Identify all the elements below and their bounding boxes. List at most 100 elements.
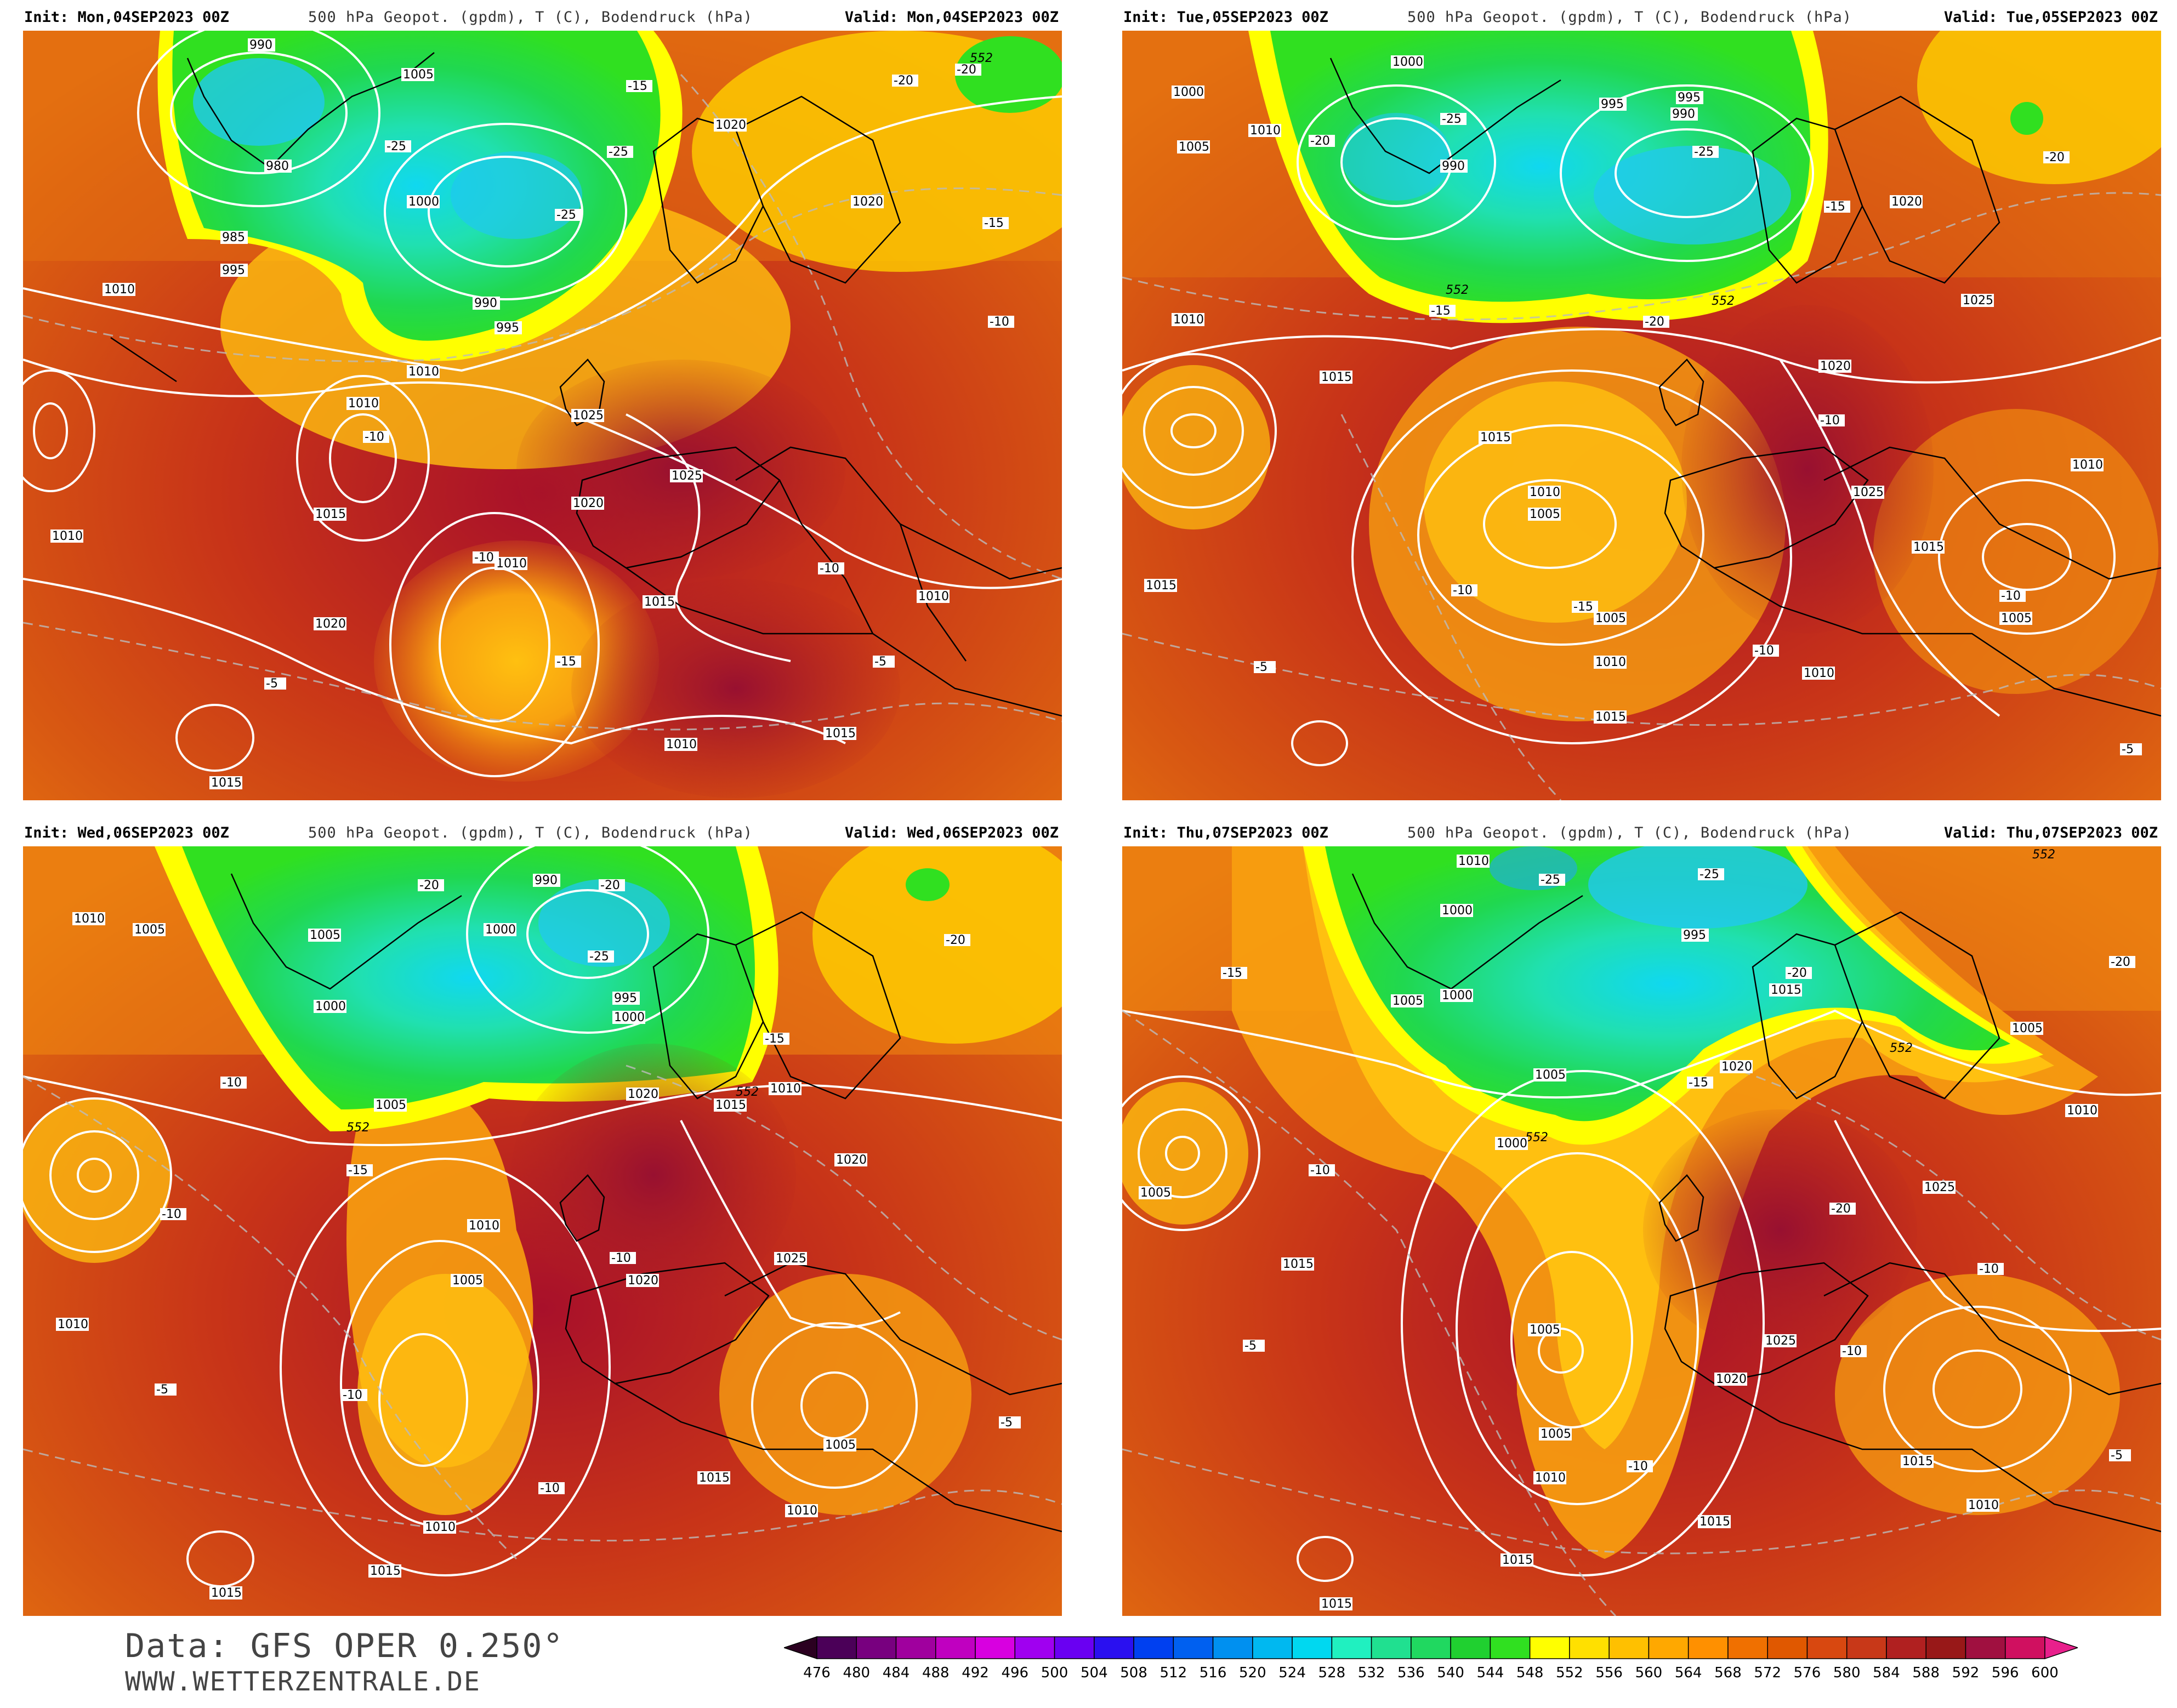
- svg-text:-10: -10: [365, 430, 384, 444]
- svg-text:990: 990: [249, 38, 272, 52]
- svg-text:-10: -10: [1628, 1460, 1648, 1473]
- svg-text:-10: -10: [343, 1388, 362, 1402]
- svg-text:1010: 1010: [787, 1504, 817, 1518]
- svg-text:995: 995: [496, 321, 519, 335]
- svg-text:1010: 1010: [918, 590, 949, 604]
- svg-text:1020: 1020: [1891, 195, 1922, 209]
- weather-map: 552 552 552 995 1000 1000 1000 1005 1005…: [1122, 846, 2161, 1616]
- svg-text:1010: 1010: [469, 1219, 499, 1233]
- svg-text:1010: 1010: [58, 1318, 88, 1331]
- weather-map: 552 552 1000 990 990 995 995 1000 1005 1…: [1122, 31, 2161, 800]
- svg-text:1015: 1015: [1699, 1515, 1730, 1529]
- svg-text:-5: -5: [266, 677, 278, 691]
- svg-text:1010: 1010: [1535, 1471, 1566, 1485]
- svg-text:1015: 1015: [370, 1564, 401, 1578]
- svg-text:-10: -10: [474, 551, 494, 565]
- svg-text:1000: 1000: [1442, 989, 1473, 1003]
- svg-text:1010: 1010: [1968, 1499, 1999, 1512]
- svg-text:1010: 1010: [1804, 667, 1834, 680]
- svg-text:1015: 1015: [825, 727, 856, 741]
- svg-text:1005: 1005: [403, 68, 434, 82]
- svg-text:-25: -25: [1694, 145, 1714, 159]
- colorbar-tick-label: 484: [883, 1665, 910, 1681]
- svg-text:1015: 1015: [211, 776, 242, 790]
- svg-text:552: 552: [736, 1085, 759, 1099]
- colorbar-tick-label: 548: [1516, 1665, 1544, 1681]
- svg-text:552: 552: [1890, 1041, 1913, 1055]
- svg-text:1000: 1000: [1442, 904, 1473, 918]
- svg-text:1010: 1010: [425, 1521, 456, 1534]
- svg-text:1010: 1010: [2067, 1104, 2098, 1118]
- svg-text:552: 552: [2032, 848, 2055, 862]
- colorbar-tick-label: 540: [1437, 1665, 1464, 1681]
- panel-header: Init: Thu,07SEP2023 00Z 500 hPa Geopot. …: [1122, 821, 2161, 846]
- svg-text:1005: 1005: [2012, 1022, 2043, 1035]
- colorbar-tick-label: 480: [843, 1665, 870, 1681]
- svg-text:-10: -10: [1754, 644, 1774, 658]
- svg-text:1020: 1020: [836, 1153, 867, 1167]
- svg-text:-10: -10: [990, 315, 1009, 329]
- svg-text:-10: -10: [540, 1482, 560, 1495]
- svg-text:1005: 1005: [1595, 612, 1626, 625]
- colorbar-max-arrow: [2044, 1636, 2078, 1660]
- svg-text:985: 985: [222, 231, 245, 244]
- svg-text:-5: -5: [1001, 1416, 1013, 1430]
- svg-text:-10: -10: [1842, 1345, 1862, 1358]
- svg-text:1025: 1025: [776, 1252, 806, 1266]
- svg-text:1000: 1000: [1392, 55, 1423, 69]
- colorbar-tick-label: 492: [962, 1665, 989, 1681]
- svg-text:-15: -15: [1826, 200, 1845, 214]
- svg-text:1015: 1015: [1502, 1553, 1533, 1567]
- svg-text:-15: -15: [1689, 1076, 1708, 1090]
- svg-text:1025: 1025: [1924, 1181, 1955, 1194]
- svg-text:-10: -10: [2001, 589, 2021, 603]
- colorbar-tick-label: 556: [1595, 1665, 1623, 1681]
- svg-text:1020: 1020: [628, 1274, 658, 1288]
- svg-text:1000: 1000: [408, 195, 439, 209]
- svg-text:1010: 1010: [666, 738, 697, 751]
- colorbar-tick-label: 476: [803, 1665, 831, 1681]
- svg-text:552: 552: [346, 1121, 370, 1135]
- colorbar-tick-label: 520: [1239, 1665, 1266, 1681]
- init-time: Init: Wed,06SEP2023 00Z: [24, 824, 229, 841]
- colorbar-swatch: [1490, 1636, 1531, 1659]
- svg-text:-10: -10: [611, 1251, 631, 1265]
- colorbar-tick-label: 500: [1041, 1665, 1068, 1681]
- colorbar-swatch: [935, 1636, 976, 1659]
- map-panel-4: Init: Thu,07SEP2023 00Z 500 hPa Geopot. …: [1122, 821, 2161, 1616]
- colorbar-tick-label: 516: [1200, 1665, 1227, 1681]
- colorbar-tick-label: 596: [1992, 1665, 2019, 1681]
- colorbar-tick-label: 512: [1160, 1665, 1187, 1681]
- colorbar-min-arrow: [784, 1636, 817, 1660]
- colorbar-swatch: [1608, 1636, 1650, 1659]
- svg-text:1020: 1020: [852, 195, 883, 209]
- svg-text:1000: 1000: [1497, 1137, 1527, 1151]
- svg-text:1025: 1025: [672, 469, 702, 483]
- svg-text:990: 990: [535, 874, 558, 887]
- svg-text:-5: -5: [874, 655, 886, 669]
- svg-text:-10: -10: [820, 562, 839, 576]
- svg-text:1015: 1015: [315, 508, 346, 521]
- svg-text:1005: 1005: [1530, 508, 1560, 521]
- colorbar-swatch: [1212, 1636, 1253, 1659]
- colorbar-swatch: [895, 1636, 936, 1659]
- colorbar-swatch: [1727, 1636, 1768, 1659]
- svg-text:-10: -10: [1453, 584, 1473, 597]
- svg-text:-5: -5: [1244, 1339, 1257, 1353]
- svg-text:1020: 1020: [1716, 1373, 1747, 1386]
- svg-text:990: 990: [1442, 160, 1465, 173]
- svg-text:-5: -5: [2111, 1449, 2123, 1462]
- svg-text:1010: 1010: [104, 283, 135, 297]
- colorbar-tick-label: 564: [1675, 1665, 1702, 1681]
- panel-header: Init: Mon,04SEP2023 00Z 500 hPa Geopot. …: [23, 5, 1062, 31]
- svg-text:1020: 1020: [573, 497, 604, 510]
- svg-text:1010: 1010: [1530, 486, 1560, 499]
- svg-text:1015: 1015: [715, 1098, 746, 1112]
- colorbar-swatch: [856, 1636, 897, 1659]
- colorbar-tick-label: 504: [1081, 1665, 1108, 1681]
- svg-text:1010: 1010: [2072, 458, 2103, 472]
- colorbar-tick-label: 588: [1912, 1665, 1940, 1681]
- svg-text:1015: 1015: [1146, 579, 1176, 593]
- svg-text:1000: 1000: [1173, 86, 1204, 99]
- map-panel-2: Init: Tue,05SEP2023 00Z 500 hPa Geopot. …: [1122, 5, 2161, 800]
